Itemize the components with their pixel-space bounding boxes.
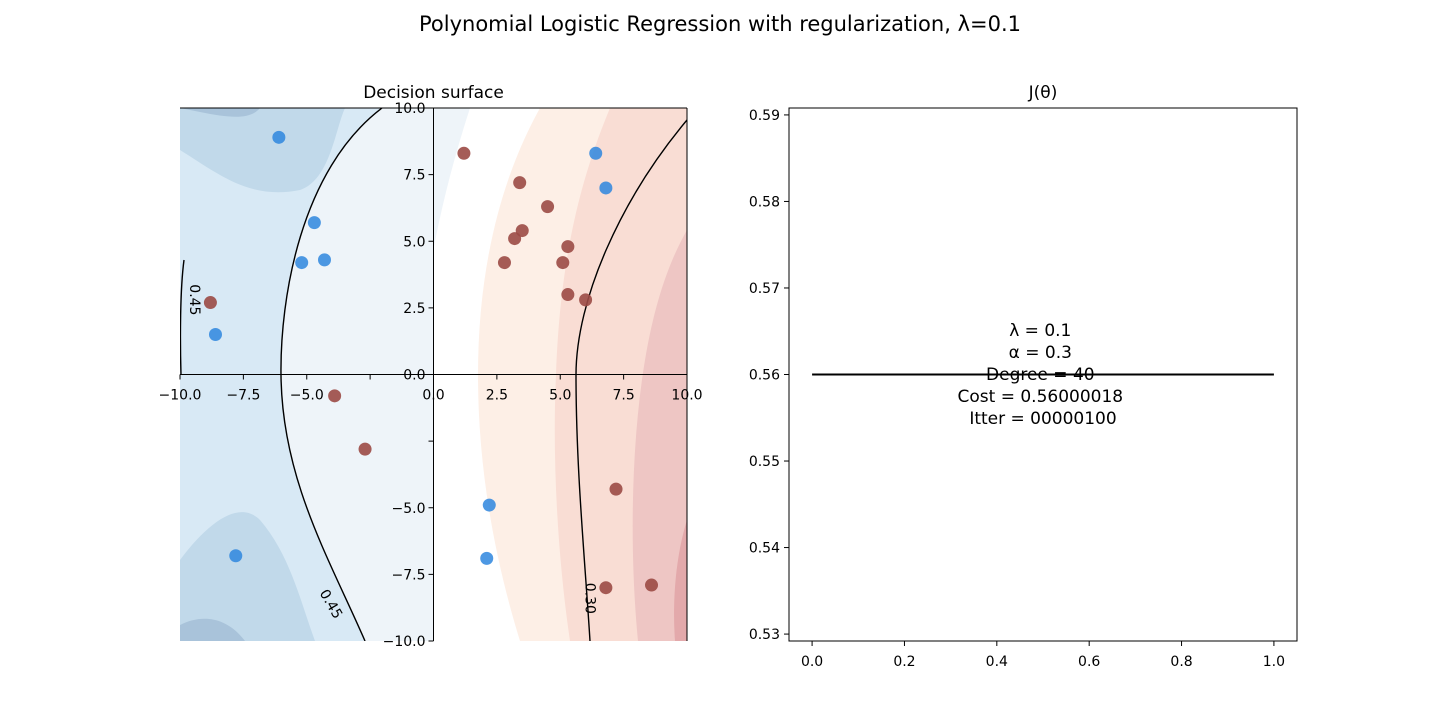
y-tick-label: 2.5 [403, 301, 425, 317]
contour-line-045-left [180, 259, 185, 376]
class1-point [599, 581, 613, 595]
contour-label: 0.45 [186, 284, 202, 315]
x-tick-label: −10.0 [159, 388, 202, 404]
surface-region-rose [632, 230, 687, 641]
cost-y-tick-label: 0.57 [749, 281, 780, 297]
class1-point [328, 389, 342, 403]
cost-y-tick-label: 0.55 [749, 454, 780, 470]
cost-y-tick-label: 0.54 [749, 541, 780, 557]
surface-region-blue-top [180, 108, 345, 193]
decision-surface-panel: −10.0 −7.5 −5.0 0.0 2.5 5.0 7.5 10.0 −10.0 −7.5 −5… [159, 83, 703, 650]
cost-x-tick-label: 0.8 [1170, 654, 1192, 670]
x-tick-label: 2.5 [486, 388, 508, 404]
surface-axes: −10.0 −7.5 −5.0 0.0 2.5 5.0 7.5 10.0 −10.0 −7.5 −5… [159, 101, 703, 650]
figure-suptitle: Polynomial Logistic Regression with regu… [419, 12, 1021, 36]
cost-x-tick-label: 0.6 [1078, 654, 1100, 670]
class1-point [645, 578, 659, 592]
decision-surface-title: Decision surface [363, 83, 504, 103]
class1-point [609, 482, 623, 496]
cost-panel-title: J(θ) [1028, 83, 1058, 103]
x-tick-label: 7.5 [612, 388, 634, 404]
class0-point [482, 498, 496, 512]
cost-panel: 0.0 0.2 0.4 0.6 0.8 1.0 0.53 0.54 0.55 0.56 0.57 0.… [749, 83, 1298, 670]
contour-label: 0.30 [582, 583, 598, 614]
cost-annotation: λ = 0.1 α = 0.3 Degree = 40 Cost = 0.560… [958, 321, 1129, 429]
class1-point [561, 240, 575, 254]
x-tick-label: 0.0 [422, 388, 444, 404]
cost-y-tick-label: 0.58 [749, 194, 780, 210]
annotation-cost: Cost = 0.56000018 [958, 387, 1124, 407]
y-tick-label: −10.0 [383, 634, 426, 650]
cost-x-tick-label: 1.0 [1263, 654, 1285, 670]
cost-y-tick-label: 0.56 [749, 368, 780, 384]
surface-region-blue-bottom-dark [180, 618, 245, 641]
class0-point [272, 130, 286, 144]
class1-point [497, 256, 511, 270]
class0-point [307, 216, 321, 230]
class1-point [203, 296, 217, 310]
class1-point [508, 232, 522, 246]
class1-point [541, 200, 555, 214]
y-tick-label: 10.0 [394, 101, 425, 117]
class0-point [208, 328, 222, 342]
cost-y-tick-label: 0.53 [749, 627, 780, 643]
x-tick-label: 10.0 [671, 388, 702, 404]
cost-x-tick-label: 0.0 [801, 654, 823, 670]
cost-x-tick-label: 0.4 [986, 654, 1008, 670]
surface-region-blue-top-dark [180, 108, 260, 117]
annotation-lambda: λ = 0.1 [1009, 321, 1071, 341]
cost-ticks: 0.0 0.2 0.4 0.6 0.8 1.0 0.53 0.54 0.55 0.56 0.57 0.… [749, 108, 1285, 670]
cost-x-tick-label: 0.2 [893, 654, 915, 670]
surface-region-blue-light [180, 108, 382, 641]
class1-point [556, 256, 570, 270]
y-tick-label: 7.5 [403, 168, 425, 184]
y-tick-label: −7.5 [392, 567, 426, 583]
class1-point [358, 442, 372, 456]
class0-point [480, 551, 494, 565]
y-tick-label: 0.0 [403, 368, 425, 384]
y-tick-label: 5.0 [403, 234, 425, 250]
annotation-degree: Degree = 40 [986, 365, 1095, 385]
class0-point [599, 181, 613, 195]
surface-region-blue-bottom [180, 512, 315, 641]
cost-y-tick-label: 0.59 [749, 108, 780, 124]
x-tick-label: −5.0 [290, 388, 324, 404]
class0-point [317, 253, 331, 267]
class1-point [579, 293, 593, 307]
surface-points [203, 130, 659, 595]
annotation-alpha: α = 0.3 [1009, 343, 1072, 363]
annotation-itter: Itter = 00000100 [969, 409, 1116, 429]
class1-point [513, 176, 527, 190]
x-tick-label: 5.0 [549, 388, 571, 404]
class1-point [457, 146, 471, 160]
y-tick-label: −5.0 [392, 501, 426, 517]
class0-point [295, 256, 309, 270]
surface-region-rose-dark [674, 520, 687, 641]
class0-point [589, 146, 603, 160]
x-tick-label: −7.5 [226, 388, 260, 404]
class0-point [229, 549, 243, 563]
class1-point [561, 288, 575, 302]
